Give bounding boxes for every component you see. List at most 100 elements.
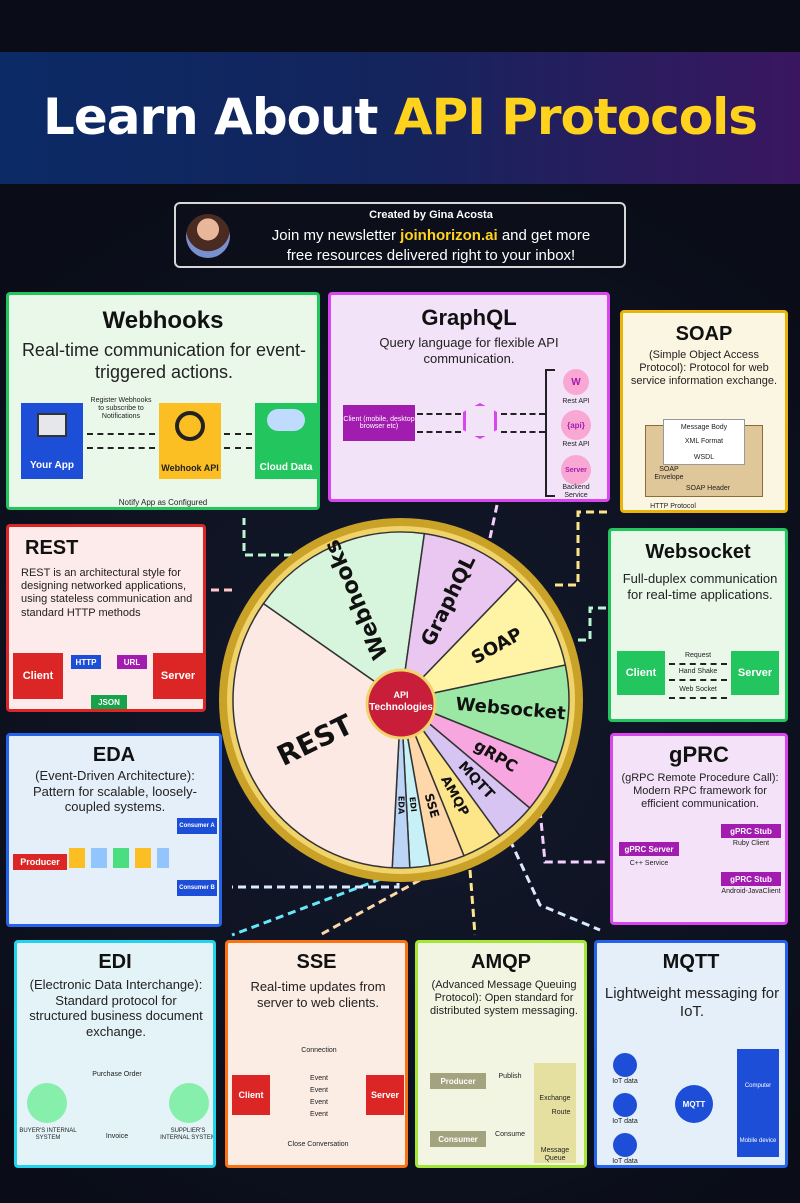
grpc-stub2: gPRC Stub [721,872,781,886]
ws-websocket: Web Socket [679,686,717,693]
websocket-title: Websocket [645,541,751,563]
soap-envelope-label: SOAP Envelope [654,466,684,482]
wheel-center-label-1: API [393,690,408,700]
grpc-server: gPRC Server [619,842,679,856]
edi-desc: (Electronic Data Interchange): Standard … [29,977,203,1039]
credit-box: Created by Gina Acosta Join my newslette… [174,202,626,268]
grpc-cpp: C++ Service [629,860,669,867]
eda-producer: Producer [13,854,67,870]
iot-sensor-icon2 [613,1093,637,1117]
eda-desc: (Event-Driven Architecture): Pattern for… [32,768,198,815]
amqp-exchange: Exchange [539,1095,571,1102]
webhook-icon [175,411,205,441]
iot-sensor-icon1 [613,1053,637,1077]
rest-card: REST REST is an architectural style for … [6,524,206,712]
soap-wsdl-label: WSDL [693,454,715,461]
sse-title: SSE [296,951,337,973]
sse-desc: Real-time updates from server to web cli… [250,979,386,1010]
cloud-data-label: Cloud Data [259,462,313,473]
graphql-arrow-right [501,413,545,415]
amqp-desc: (Advanced Message Queuing Protocol): Ope… [430,979,578,1018]
api-icon: {api} [561,410,591,440]
wheel-segment-rest [232,602,402,869]
arrow-api-cloud [224,433,252,435]
edi-buyer: BUYER'S INTERNAL SYSTEM [19,1128,77,1141]
graphql-arrow-left [501,431,545,433]
title-part2: API Protocols [393,88,758,146]
credit-line1-post: and get more [497,227,591,244]
mqtt-iot2: IoT data [612,1118,638,1125]
amqp-publish: Publish [498,1073,522,1080]
sse-event3: Event [310,1099,328,1106]
graphql-client: Client (mobile, desktop browser etc) [343,405,415,441]
amqp-queue: Message Queue [540,1147,570,1163]
soap-desc: (Simple Object Access Protocol): Protoco… [630,349,778,388]
graphql-card: GraphQL Query language for flexible API … [328,292,610,502]
grpc-stub1: gPRC Stub [721,824,781,838]
ws-arrow2 [669,679,727,681]
title-banner: Learn About API Protocols [0,52,800,184]
mqtt-desc: Lightweight messaging for IoT. [604,985,780,1020]
edi-supplier: SUPPLIER'S INTERNAL SYSTEM [160,1128,216,1141]
wheel-segment-webhooks [262,531,426,702]
wheel-center [365,668,437,740]
edi-po: Purchase Order [92,1071,142,1078]
grpc-android: Android-JavaClient [721,888,781,895]
services-bracket [545,369,555,497]
url-chip: URL [117,655,147,669]
mqtt-mobile: Mobile device [739,1138,777,1144]
edi-title: EDI [98,951,132,973]
sse-event4: Event [310,1111,328,1118]
envelope-icons [69,848,169,868]
arrow-api-app [87,447,155,449]
edi-card: EDI (Electronic Data Interchange): Stand… [14,940,216,1168]
wheel-segment-graphql [399,532,519,703]
graphql-desc: Query language for flexible API communic… [379,335,559,366]
author-avatar [186,214,230,258]
ws-handshake: Hand Shake [678,668,718,675]
soap-http-label: HTTP Protocol [650,503,696,510]
ws-request: Request [684,652,712,659]
ws-client: Client [617,651,665,695]
register-label: Register Webhooks to subscribe to Notifi… [90,397,152,421]
soap-header-label: SOAP Header [685,485,731,492]
newsletter-link[interactable]: joinhorizon.ai [400,227,498,244]
arrow-cloud-api [224,447,252,449]
supplier-server-icon [169,1083,209,1123]
wheel-segment-soap [398,578,567,702]
graphql-icon [463,403,497,439]
amqp-producer: Producer [430,1073,486,1089]
sse-event1: Event [310,1075,328,1082]
amqp-consumer: Consumer [430,1131,486,1147]
sse-close: Close Conversation [287,1141,349,1148]
websocket-card: Websocket Full-duplex communication for … [608,528,788,722]
wheel-label-edi: EDI [408,796,419,812]
ws-arrow1 [669,663,727,665]
credit-line1: Join my newsletter joinhorizon.ai and ge… [236,227,626,244]
wheel-label-sse: SSE [422,792,442,820]
mqtt-iot3: IoT data [612,1158,638,1165]
consumer-a: Consumer A [177,818,217,834]
backend-label: Backend Service [562,484,590,500]
credit-line1-pre: Join my newsletter [271,227,401,244]
amqp-title: AMQP [471,951,531,973]
webhooks-title: Webhooks [102,307,224,334]
webhooks-desc: Real-time communication for event-trigge… [21,340,307,382]
edi-invoice: Invoice [105,1133,129,1140]
rest-client: Client [13,653,63,699]
mqtt-broker: MQTT [675,1085,713,1123]
mqtt-devices-panel [737,1049,779,1157]
amqp-consume: Consume [495,1131,525,1138]
soap-xml-label: XML Format [684,438,724,445]
eda-title: EDA [92,744,136,766]
grpc-ruby: Ruby Client [732,840,770,847]
amqp-panel [534,1063,576,1163]
http-chip: HTTP [71,655,101,669]
computer-icon [37,413,67,437]
sse-card: SSE Real-time updates from server to web… [225,940,408,1168]
rest-api-label2: Rest API [562,441,590,448]
sse-server: Server [366,1075,404,1115]
amqp-card: AMQP (Advanced Message Queuing Protocol)… [415,940,587,1168]
